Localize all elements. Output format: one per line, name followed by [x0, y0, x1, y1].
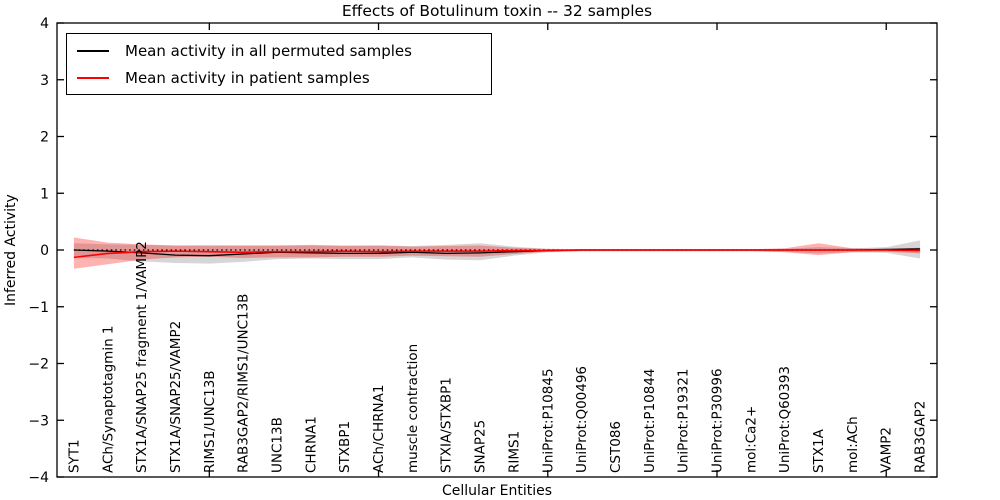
x-category-label: CHRNA1	[303, 416, 319, 473]
x-category-label: VAMP2	[879, 427, 895, 473]
x-category-label: ACh/CHRNA1	[371, 385, 387, 473]
x-category-label: RAB3GAP2	[913, 401, 929, 473]
y-tick-label: 4	[40, 16, 49, 32]
x-category-label: SNAP25	[473, 420, 489, 473]
x-category-label: UNC13B	[270, 417, 286, 473]
x-category-label: STX1A/SNAP25/VAMP2	[168, 321, 184, 473]
x-category-label: mol:Ca2+	[743, 406, 759, 473]
x-category-label: UniProt:Q00496	[574, 366, 590, 473]
x-category-label: RIMS1	[506, 431, 522, 473]
x-category-label: muscle contraction	[405, 344, 421, 473]
x-category-label: RAB3GAP2/RIMS1/UNC13B	[236, 294, 252, 473]
legend-item-patient: Mean activity in patient samples	[67, 64, 491, 91]
x-category-label: UniProt:P10845	[540, 368, 556, 473]
y-tick-label: 2	[40, 130, 49, 146]
x-category-label: ACh/Synaptotagmin 1	[100, 325, 116, 473]
patient-mean-line	[73, 249, 921, 259]
y-tick-label: 3	[40, 73, 49, 89]
x-category-label: UniProt:P30996	[710, 368, 726, 473]
legend: Mean activity in all permuted samples Me…	[66, 33, 492, 95]
x-category-label: SYT1	[66, 439, 82, 473]
chart-title: Effects of Botulinum toxin -- 32 samples	[341, 2, 653, 20]
x-category-label: UniProt:P10844	[642, 368, 658, 473]
x-category-label: CST086	[608, 421, 624, 473]
x-category-label: mol:ACh	[845, 416, 861, 473]
legend-label-patient: Mean activity in patient samples	[125, 68, 370, 87]
y-tick-label: 1	[40, 186, 49, 202]
x-category-label: STX1A	[811, 428, 827, 473]
x-axis-label: Cellular Entities	[441, 483, 553, 499]
y-tick-label: −1	[28, 300, 49, 316]
legend-line-sample-patient	[77, 76, 109, 79]
x-category-label: UniProt:P19321	[676, 368, 692, 473]
y-tick-label: −2	[28, 357, 49, 373]
y-tick-label: −3	[28, 413, 49, 429]
x-category-label: UniProt:Q60393	[777, 366, 793, 473]
legend-item-permuted: Mean activity in all permuted samples	[67, 37, 491, 64]
x-category-label: STXBP1	[337, 421, 353, 473]
y-tick-label: 0	[40, 243, 49, 259]
y-axis-label: Inferred Activity	[3, 194, 19, 306]
legend-line-sample-permuted	[77, 49, 109, 52]
y-tick-label: −4	[28, 470, 49, 486]
legend-label-permuted: Mean activity in all permuted samples	[125, 41, 412, 60]
uncertainty-band-1	[73, 237, 921, 269]
x-category-label: STXIA/STXBP1	[439, 377, 455, 473]
x-category-label: STX1A/SNAP25 fragment 1/VAMP2	[134, 241, 150, 473]
x-category-label: RIMS1/UNC13B	[202, 370, 218, 473]
